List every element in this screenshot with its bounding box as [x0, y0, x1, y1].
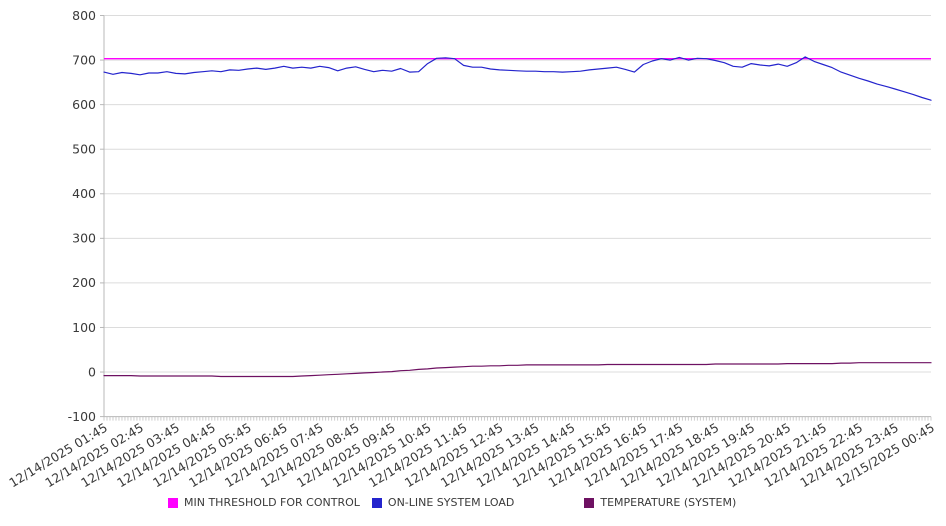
y-axis-tick-label: 600 — [72, 97, 96, 112]
y-axis-tick-label: 300 — [72, 231, 96, 246]
y-axis-tick-label: 200 — [72, 275, 96, 290]
legend-swatch-system-load-icon — [371, 497, 382, 508]
y-axis-tick-label: 700 — [72, 52, 96, 67]
legend-swatch-temperature-icon — [584, 497, 595, 508]
on-line-system-load-line — [103, 56, 932, 101]
legend-item-min-threshold: MIN THRESHOLD FOR CONTROL — [168, 496, 360, 509]
y-axis-tick-label: 800 — [72, 8, 96, 23]
temperature-system-line — [103, 362, 932, 378]
y-axis-tick-label: 400 — [72, 186, 96, 201]
legend-item-temperature: TEMPERATURE (SYSTEM) — [584, 496, 736, 509]
x-minor-ticks — [103, 416, 932, 421]
legend-label-temperature: TEMPERATURE (SYSTEM) — [600, 496, 737, 509]
y-axis-tick-label: 100 — [72, 320, 96, 335]
legend-label-system-load: ON-LINE SYSTEM LOAD — [387, 496, 515, 509]
legend-label-min-threshold: MIN THRESHOLD FOR CONTROL — [184, 496, 360, 509]
y-axis-tick-label: -100 — [68, 409, 96, 424]
chart-legend: MIN THRESHOLD FOR CONTROL ON-LINE SYSTEM… — [0, 496, 946, 509]
y-axis-tick-label: 500 — [72, 142, 96, 157]
y-axis-tick-label: 0 — [88, 364, 96, 379]
legend-swatch-min-threshold-icon — [168, 497, 178, 508]
legend-item-system-load: ON-LINE SYSTEM LOAD — [371, 496, 515, 509]
